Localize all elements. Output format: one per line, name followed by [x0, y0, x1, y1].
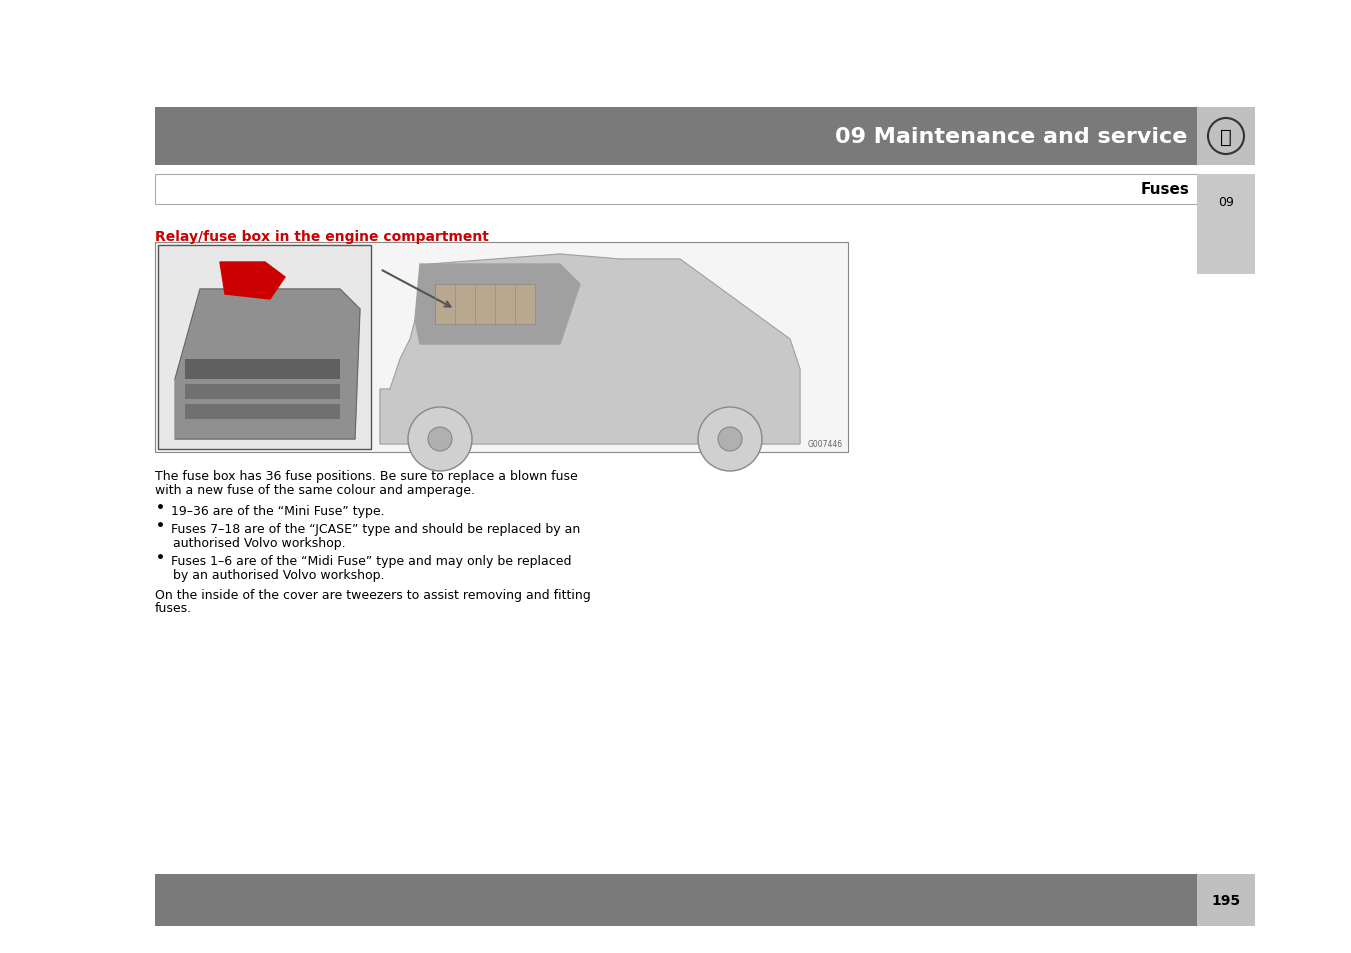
Bar [185, 385, 340, 399]
Text: fuses.: fuses. [155, 602, 192, 615]
Bar [1197, 174, 1255, 274]
Bar [155, 108, 1197, 166]
Text: 195: 195 [1212, 893, 1240, 907]
Circle shape [408, 408, 471, 472]
Text: Relay/fuse box in the engine compartment: Relay/fuse box in the engine compartment [155, 230, 489, 244]
Bar [1197, 874, 1255, 926]
Text: The fuse box has 36 fuse positions. Be sure to replace a blown fuse: The fuse box has 36 fuse positions. Be s… [155, 470, 578, 483]
Text: Fuses 7–18 are of the “JCASE” type and should be replaced by an: Fuses 7–18 are of the “JCASE” type and s… [172, 523, 580, 536]
Bar [158, 246, 372, 450]
Text: On the inside of the cover are tweezers to assist removing and fitting: On the inside of the cover are tweezers … [155, 588, 590, 601]
Circle shape [428, 428, 453, 452]
Text: G007446: G007446 [808, 439, 843, 449]
Text: Fuses: Fuses [1140, 182, 1189, 197]
Bar [185, 405, 340, 419]
Circle shape [717, 428, 742, 452]
Text: Fuses 1–6 are of the “Midi Fuse” type and may only be replaced: Fuses 1–6 are of the “Midi Fuse” type an… [172, 555, 571, 568]
Bar [155, 174, 1197, 205]
Bar [155, 243, 848, 453]
Text: by an authorised Volvo workshop.: by an authorised Volvo workshop. [173, 569, 385, 582]
Polygon shape [220, 263, 285, 299]
Polygon shape [176, 290, 359, 439]
Bar [155, 874, 1197, 926]
Text: with a new fuse of the same colour and amperage.: with a new fuse of the same colour and a… [155, 484, 476, 497]
Bar [435, 285, 535, 325]
Polygon shape [415, 265, 580, 345]
Text: 19–36 are of the “Mini Fuse” type.: 19–36 are of the “Mini Fuse” type. [172, 505, 385, 518]
Text: authorised Volvo workshop.: authorised Volvo workshop. [173, 537, 346, 550]
Text: 09 Maintenance and service: 09 Maintenance and service [835, 127, 1188, 147]
Bar [185, 359, 340, 379]
Polygon shape [380, 254, 800, 444]
Text: 09: 09 [1219, 196, 1233, 210]
Bar [1197, 108, 1255, 166]
Text: 🔧: 🔧 [1220, 128, 1232, 147]
Circle shape [698, 408, 762, 472]
